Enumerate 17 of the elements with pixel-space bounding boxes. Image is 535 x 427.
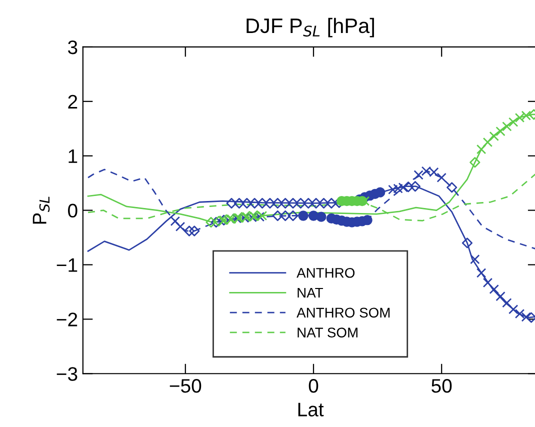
x-tick-label: 50 [432, 379, 452, 393]
legend-label: NAT SOM [298, 328, 358, 338]
legend-label: ANTHRO [296, 268, 355, 278]
x-axis-title: Lat [298, 402, 324, 416]
chart-title: DJF P$_{SL}$ [hPa] [246, 18, 374, 38]
y-tick-label: 1 [68, 150, 78, 163]
y-tick-label: −2 [56, 312, 78, 326]
legend-label: NAT [298, 288, 323, 298]
x-tick-label: −50 [170, 379, 202, 393]
y-tick-label: −1 [56, 258, 78, 272]
y-tick-label: 3 [68, 40, 78, 54]
y-tick-label: 0 [68, 204, 78, 218]
y-tick-label: 2 [68, 94, 78, 108]
x-tick-label: 0 [308, 379, 318, 393]
y-tick-label: −3 [56, 367, 78, 381]
legend-label: ANTHRO SOM [296, 308, 390, 318]
y-axis-title: P$_{SL}$ [32, 196, 50, 224]
